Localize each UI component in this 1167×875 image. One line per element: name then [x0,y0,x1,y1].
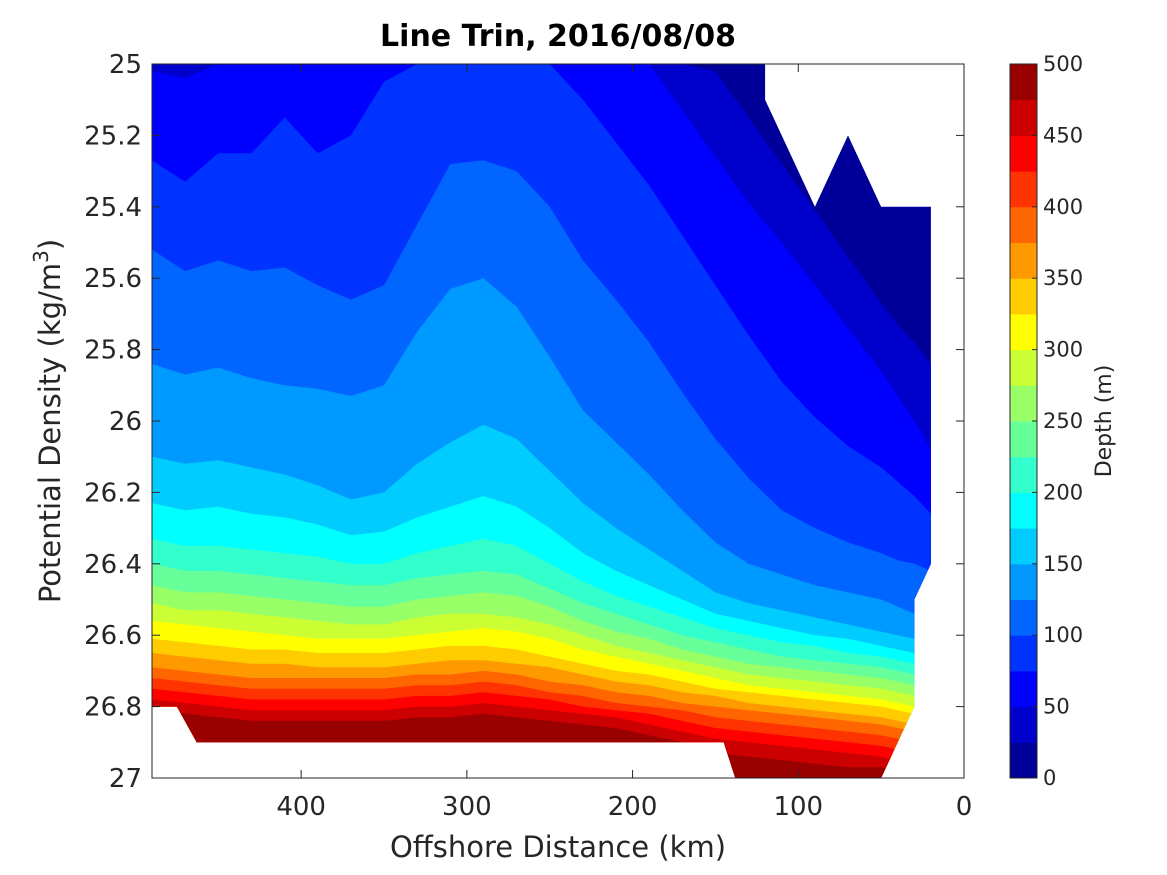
colorbar-band [1010,492,1037,529]
colorbar-tick-label: 100 [1043,623,1083,647]
colorbar-tick-label: 250 [1043,409,1083,433]
colorbar-tick-label: 450 [1043,123,1083,147]
colorbar-band [1010,421,1037,458]
x-axis-label: Offshore Distance (km) [390,830,726,864]
colorbar: 0 50 100 150 200 250 300 350 400 450 500 [1009,52,1083,790]
contour-layers [152,64,931,778]
y-tick-label: 25.8 [84,336,142,366]
y-tick-label: 25 [109,50,142,80]
colorbar-band [1010,706,1037,743]
x-tick-label: 400 [276,792,326,822]
colorbar-tick-label: 350 [1043,266,1083,290]
y-tick-label: 25.2 [84,121,142,151]
colorbar-band [1010,206,1037,243]
colorbar-band [1010,313,1037,351]
colorbar-tick-label: 300 [1043,338,1083,362]
chart-title: Line Trin, 2016/08/08 [380,19,736,54]
y-tick-label: 26.2 [84,478,142,508]
x-tick-label: 200 [608,792,658,822]
colorbar-band [1010,349,1037,386]
y-axis-label-superscript: 3 [29,250,53,263]
colorbar-band [1010,385,1037,422]
colorbar-tick-label: 0 [1043,766,1056,790]
y-tick-label: 27 [109,764,142,794]
colorbar-band [1010,99,1037,136]
colorbar-tick-label: 50 [1043,695,1070,719]
colorbar-tick-label: 150 [1043,552,1083,576]
y-tick-label: 26.4 [84,550,142,580]
y-tick-label: 25.4 [84,193,142,223]
colorbar-band [1010,742,1037,779]
y-axis: 25 25.2 25.4 25.6 25.8 26 26.2 26.4 26.6 26.8 27 [84,50,964,794]
colorbar-band [1010,64,1037,101]
colorbar-tick-label: 400 [1043,195,1083,219]
x-tick-label: 300 [442,792,492,822]
colorbar-band [1010,563,1037,600]
colorbar-band [1010,670,1037,708]
y-tick-label: 26 [109,407,142,437]
x-tick-label: 100 [773,792,823,822]
y-tick-label: 26.6 [84,621,142,651]
colorbar-band [1010,278,1037,315]
y-axis-label: Potential Density (kg/m3) [29,239,67,603]
plot-area [151,63,965,779]
colorbar-tick-label: 500 [1043,52,1083,76]
colorbar-band [1010,242,1037,279]
colorbar-band [1010,135,1037,172]
y-tick-label: 26.8 [84,693,142,723]
colorbar-band [1010,599,1037,636]
x-tick-label: 0 [956,792,973,822]
colorbar-band [1010,635,1037,672]
y-tick-label: 25.6 [84,264,142,294]
colorbar-band [1010,528,1037,565]
colorbar-label: Depth (m) [1092,365,1117,478]
x-axis: 400 300 200 100 0 [276,64,972,822]
colorbar-band [1010,456,1037,493]
colorbar-tick-label: 200 [1043,480,1083,504]
colorbar-band [1010,171,1037,208]
